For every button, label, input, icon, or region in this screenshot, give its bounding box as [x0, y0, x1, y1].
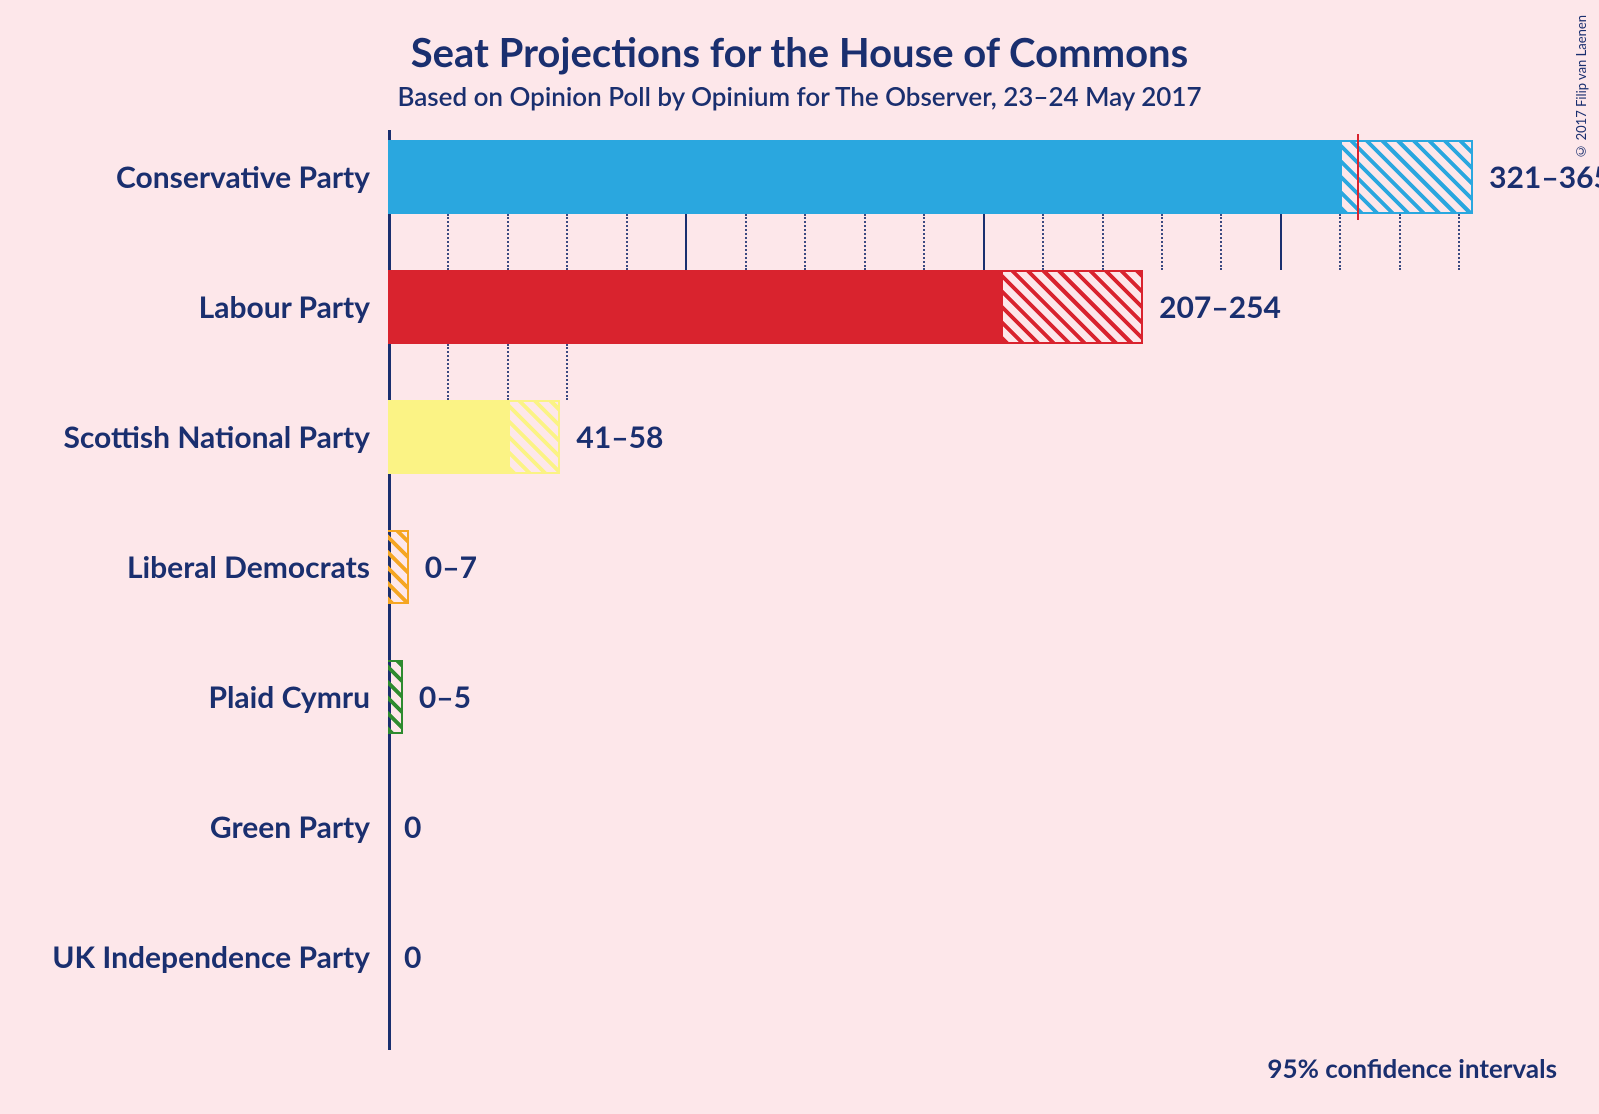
bar-low [388, 270, 1003, 344]
bar-low [388, 400, 510, 474]
party-row: Scottish National Party41–58 [388, 400, 1488, 474]
majority-line [1357, 134, 1359, 220]
party-label: Conservative Party [116, 159, 388, 195]
grid-segment [983, 214, 985, 270]
party-label: Plaid Cymru [208, 679, 388, 715]
grid-segment [507, 344, 509, 400]
bar-interval [388, 660, 403, 734]
value-label: 321–365 [1473, 159, 1599, 195]
value-label: 0 [388, 809, 421, 845]
chart-title: Seat Projections for the House of Common… [0, 28, 1599, 76]
grid-segment [685, 214, 687, 270]
copyright-text: © 2017 Filip van Laenen [1573, 15, 1589, 160]
party-row: Labour Party207–254 [388, 270, 1488, 344]
party-row: UK Independence Party0 [388, 920, 1488, 994]
value-label: 207–254 [1143, 289, 1281, 325]
chart-subtitle: Based on Opinion Poll by Opinium for The… [0, 80, 1599, 112]
bar-low [388, 140, 1342, 214]
bar-interval [388, 530, 409, 604]
party-row: Liberal Democrats0–7 [388, 530, 1488, 604]
party-row: Plaid Cymru0–5 [388, 660, 1488, 734]
grid-segment [1280, 214, 1282, 270]
grid-segment [923, 214, 925, 270]
party-row: Green Party0 [388, 790, 1488, 864]
party-label: Green Party [210, 809, 388, 845]
confidence-note: 95% confidence intervals [1267, 1052, 1557, 1084]
party-label: Scottish National Party [63, 419, 388, 455]
value-label: 41–58 [560, 419, 663, 455]
party-label: Liberal Democrats [127, 549, 388, 585]
grid-segment [1399, 214, 1401, 270]
grid-segment [1102, 214, 1104, 270]
seat-projection-chart: Conservative Party321–365 Labour Party207… [388, 130, 1488, 1050]
grid-segment [626, 214, 628, 270]
party-label: Labour Party [199, 289, 388, 325]
party-row: Conservative Party321–365 [388, 140, 1488, 214]
grid-segment [447, 214, 449, 270]
grid-segment [864, 214, 866, 270]
grid-segment [1458, 214, 1460, 270]
grid-segment [507, 214, 509, 270]
grid-segment [566, 344, 568, 400]
grid-segment [804, 214, 806, 270]
grid-segment [447, 344, 449, 400]
value-label: 0 [388, 939, 421, 975]
grid-segment [1220, 214, 1222, 270]
party-label: UK Independence Party [52, 939, 388, 975]
grid-segment [1042, 214, 1044, 270]
grid-segment [745, 214, 747, 270]
grid-segment [1161, 214, 1163, 270]
bar-interval [1342, 140, 1473, 214]
bar-interval [1003, 270, 1143, 344]
value-label: 0–7 [409, 549, 477, 585]
value-label: 0–5 [403, 679, 471, 715]
grid-segment [566, 214, 568, 270]
grid-segment [1339, 214, 1341, 270]
bar-interval [510, 400, 561, 474]
